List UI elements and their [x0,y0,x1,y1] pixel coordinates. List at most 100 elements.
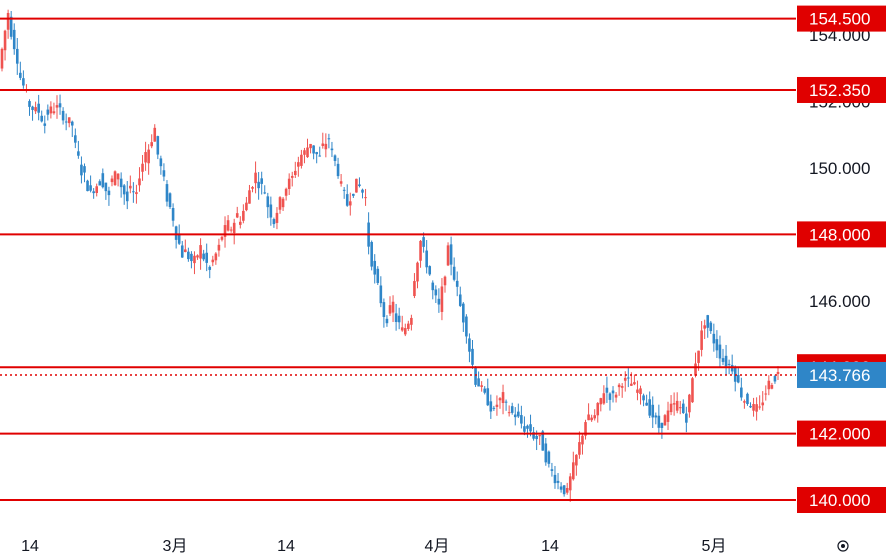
candle-body [220,236,224,240]
candle-body [449,244,453,265]
candle-body [355,178,358,193]
x-tick-label: 3月 [163,538,188,555]
candle-body [281,198,285,208]
candle-body [767,380,771,390]
candle-body [309,143,312,149]
settings-icon[interactable] [837,540,849,552]
candle-body [165,184,169,202]
candle-body [422,237,425,247]
candle-body [89,185,92,191]
candle-body [425,250,428,268]
candle-body [419,240,422,261]
candle-body [410,317,413,325]
candle-body [92,191,95,194]
candle-body [440,286,444,312]
candle-body [474,367,477,385]
candle-body [666,410,670,422]
x-tick-label: 5月 [702,538,727,555]
candle-body [672,403,676,405]
candle-body [28,101,31,107]
candle-body [339,181,343,184]
candle-body [495,404,499,407]
candle-body [468,338,471,352]
candle-body [180,245,184,258]
candle-body [452,266,456,280]
candle-body [330,148,334,151]
candle-body [657,415,661,428]
candle-body [645,402,648,406]
candle-body [688,394,691,413]
candle-body [694,363,697,376]
candle-body [394,313,398,322]
candle-body [144,152,147,163]
candle-body [749,405,752,408]
candle-body [119,178,123,188]
candle-body [257,181,260,189]
candle-body [550,469,554,471]
candle-body [407,323,410,329]
level-tag-label: 154.500 [809,10,870,29]
candle-body [193,255,196,264]
candle-body [242,210,245,221]
candle-body [611,390,615,394]
level-tag-bg [797,5,886,32]
candle-body [431,282,435,291]
candle-body [446,245,450,266]
candle-body [70,121,74,126]
candle-body [416,262,419,282]
candle-body [565,488,569,493]
candle-body [727,363,731,365]
candle-body [703,325,706,329]
candle-body [315,152,318,155]
candle-body [553,474,557,484]
price-tags-layer: 154.500152.350148.000144.000142.000140.0… [797,5,886,513]
candle-body [721,358,725,362]
candle-body [324,143,328,150]
candle-body [110,178,114,183]
candle-body [190,253,193,262]
candle-body [587,414,590,421]
candle-body [770,385,774,389]
candle-body [630,383,633,386]
candle-body [413,281,416,297]
candle-body [654,415,658,418]
candle-body [361,189,364,193]
candle-body [529,424,532,432]
candle-body [358,184,361,187]
candle-body [214,253,218,261]
candle-body [306,147,309,158]
candle-body [740,387,743,398]
candle-body [544,443,548,463]
candle-body [235,213,239,218]
candle-body [507,412,511,414]
candle-body [712,333,716,344]
candle-body [263,192,267,194]
candle-body [95,186,99,193]
candle-body [22,78,25,86]
x-axis: 14 3月 14 4月 14 5月 [21,538,726,555]
candle-body [480,385,483,387]
candle-body [620,386,624,388]
candle-body [483,388,487,393]
candle-body [501,392,505,404]
candle-body [605,387,609,393]
candle-body [19,72,22,78]
candle-body [159,158,163,167]
candle-body [55,105,59,108]
candle-body [691,378,694,403]
candle-body [675,400,679,411]
candle-body [752,404,755,411]
candle-body [626,377,630,379]
candle-body [12,29,16,50]
candle-body [138,178,141,186]
candle-body [373,260,377,275]
candle-body [639,388,642,395]
candle-body [633,382,636,385]
candle-body [556,480,560,483]
candle-body [83,166,86,173]
candle-body [187,251,190,260]
candle-body [223,225,227,237]
candle-body [348,201,352,206]
